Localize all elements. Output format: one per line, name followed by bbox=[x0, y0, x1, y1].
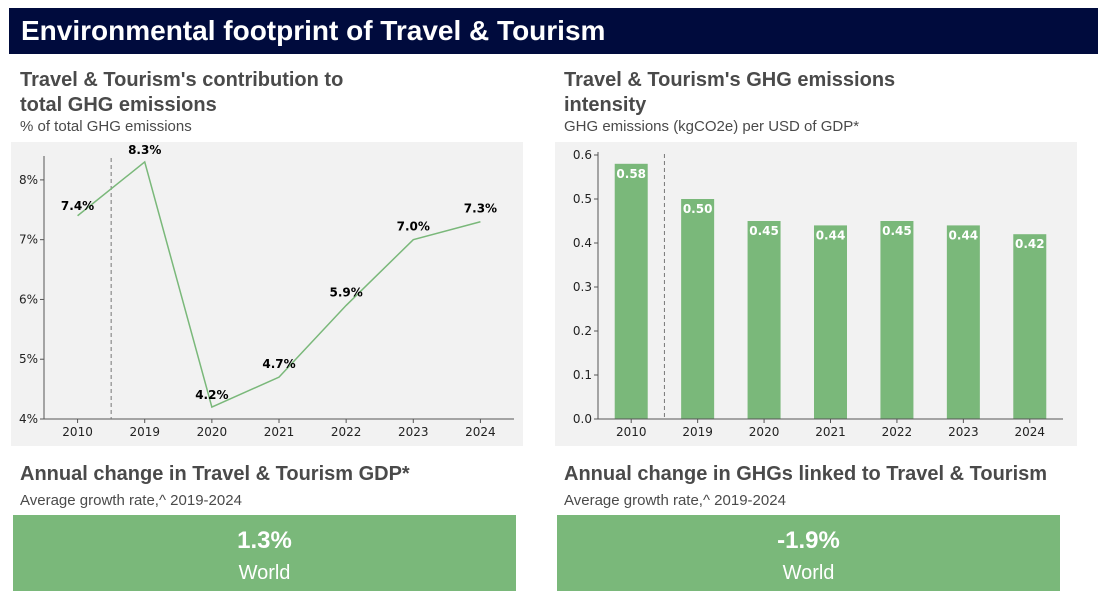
kpi-left-title: Annual change in Travel & Tourism GDP* bbox=[20, 463, 410, 485]
left-chart-title-line1: Travel & Tourism's contribution to bbox=[20, 69, 344, 91]
x-tick-label: 2019 bbox=[129, 425, 160, 439]
left-chart-subtitle: % of total GHG emissions bbox=[20, 118, 192, 135]
kpi-right-title: Annual change in GHGs linked to Travel &… bbox=[564, 463, 1048, 485]
bar bbox=[1013, 234, 1047, 419]
line-chart: 4% 5% 6% 7% 8% 2010 2019 2020 2021 2022 2023 2024 7.… bbox=[19, 143, 514, 439]
bar-value-label: 0.58 bbox=[616, 167, 646, 181]
bar bbox=[747, 221, 781, 419]
bar-value-label: 0.50 bbox=[683, 202, 713, 216]
data-label: 7.3% bbox=[464, 202, 497, 216]
kpi-right-subtitle: Average growth rate,^ 2019-2024 bbox=[564, 492, 786, 509]
bar-value-label: 0.44 bbox=[816, 228, 846, 242]
right-chart-title-line2: intensity bbox=[564, 94, 647, 116]
y-tick-label: 5% bbox=[19, 352, 38, 366]
bar bbox=[814, 225, 847, 419]
x-tick-label: 2021 bbox=[264, 425, 295, 439]
page-title-banner: Environmental footprint of Travel & Tour… bbox=[9, 8, 1098, 54]
x-tick-label: 2010 bbox=[62, 425, 93, 439]
x-tick-label: 2022 bbox=[331, 425, 362, 439]
x-tick-label: 2023 bbox=[948, 425, 979, 439]
bar bbox=[880, 221, 914, 419]
left-chart-title-line2: total GHG emissions bbox=[20, 94, 217, 116]
y-tick-label: 8% bbox=[19, 173, 38, 187]
bar-value-label: 0.42 bbox=[1015, 237, 1045, 251]
data-label: 4.2% bbox=[195, 388, 228, 402]
kpi-right-label: World bbox=[782, 562, 835, 584]
data-label: 7.0% bbox=[397, 220, 430, 234]
x-tick-label: 2024 bbox=[465, 425, 496, 439]
right-chart-subtitle: GHG emissions (kgCO2e) per USD of GDP* bbox=[564, 118, 860, 135]
x-tick-label: 2010 bbox=[616, 425, 647, 439]
bar bbox=[946, 225, 980, 419]
x-tick-label: 2022 bbox=[882, 425, 913, 439]
right-chart-title-line1: Travel & Tourism's GHG emissions bbox=[564, 69, 896, 91]
bar bbox=[681, 199, 715, 419]
x-tick-label: 2019 bbox=[682, 425, 713, 439]
bar-value-label: 0.44 bbox=[949, 228, 979, 242]
kpi-right-box: -1.9% World bbox=[557, 515, 1060, 591]
y-tick-label: 0.2 bbox=[573, 324, 592, 338]
x-tick-label: 2021 bbox=[815, 425, 846, 439]
kpi-left-value: 1.3% bbox=[237, 527, 292, 554]
bar-value-label: 0.45 bbox=[749, 224, 779, 238]
y-tick-label: 0.6 bbox=[573, 148, 592, 162]
data-label: 8.3% bbox=[128, 143, 161, 157]
data-label: 4.7% bbox=[262, 357, 295, 371]
x-tick-label: 2023 bbox=[398, 425, 429, 439]
data-label: 5.9% bbox=[330, 285, 363, 299]
bar bbox=[614, 163, 648, 419]
kpi-right-value: -1.9% bbox=[777, 527, 840, 554]
kpi-left-label: World bbox=[238, 562, 291, 584]
y-tick-label: 0.3 bbox=[573, 280, 592, 294]
x-tick-label: 2020 bbox=[749, 425, 780, 439]
bar-chart-panel: 0.0 0.1 0.2 0.3 0.4 0.5 0.6 0.58 0.50 0.45 0.44 0.4… bbox=[555, 142, 1077, 446]
y-tick-label: 0.1 bbox=[573, 368, 592, 382]
x-tick-label: 2024 bbox=[1015, 425, 1046, 439]
y-tick-label: 0.0 bbox=[573, 412, 592, 426]
y-tick-label: 6% bbox=[19, 292, 38, 306]
y-tick-label: 7% bbox=[19, 233, 38, 247]
right-chart-title: Travel & Tourism's GHG emissions intensi… bbox=[564, 68, 895, 118]
y-tick-label: 0.4 bbox=[573, 236, 592, 250]
page-title: Environmental footprint of Travel & Tour… bbox=[21, 15, 606, 46]
x-tick-label: 2020 bbox=[197, 425, 228, 439]
bar-chart: 0.0 0.1 0.2 0.3 0.4 0.5 0.6 0.58 0.50 0.45 0.44 0.4… bbox=[573, 148, 1063, 439]
left-chart-title: Travel & Tourism's contribution to total… bbox=[20, 68, 343, 118]
line-chart-panel: 4% 5% 6% 7% 8% 2010 2019 2020 2021 2022 2023 2024 7.… bbox=[11, 142, 523, 446]
y-tick-label: 4% bbox=[19, 412, 38, 426]
y-tick-label: 0.5 bbox=[573, 192, 592, 206]
kpi-left-subtitle: Average growth rate,^ 2019-2024 bbox=[20, 492, 242, 509]
data-label: 7.4% bbox=[61, 199, 94, 213]
kpi-left-box: 1.3% World bbox=[13, 515, 516, 591]
bar-value-label: 0.45 bbox=[882, 224, 912, 238]
